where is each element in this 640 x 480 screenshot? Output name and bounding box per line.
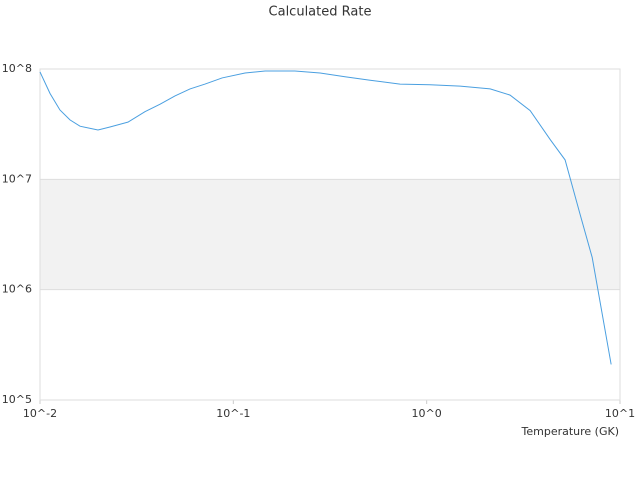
grid-band [40, 179, 620, 290]
x-tick-label: 10^1 [605, 407, 635, 420]
x-tick-label: 10^-2 [23, 407, 57, 420]
x-tick-label: 10^-1 [216, 407, 250, 420]
y-tick-label: 10^5 [2, 393, 32, 406]
data-line [39, 70, 612, 365]
y-tick-label: 10^6 [2, 283, 32, 296]
x-tick-label: 10^0 [412, 407, 442, 420]
y-tick-label: 10^8 [2, 62, 32, 75]
y-tick-label: 10^7 [2, 172, 32, 185]
x-axis-label: Temperature (GK) [521, 425, 620, 438]
plot-frame [39, 68, 621, 401]
chart-title: Calculated Rate [269, 5, 372, 20]
